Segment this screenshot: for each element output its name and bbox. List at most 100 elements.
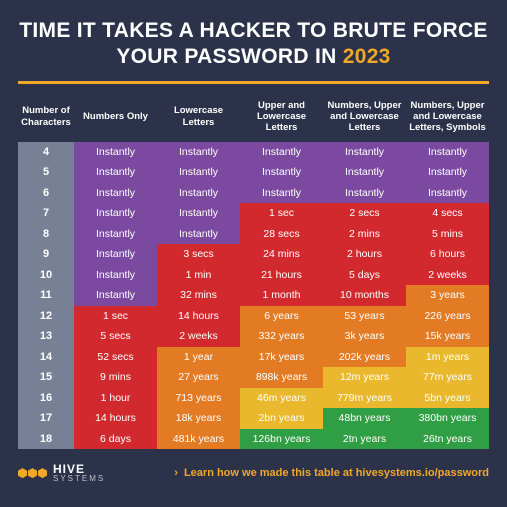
- infographic-card: TIME IT TAKES A HACKER TO BRUTE FORCE YO…: [0, 0, 507, 507]
- cell: 48bn years: [323, 408, 406, 429]
- cell: 18k years: [157, 408, 240, 429]
- hex-icon: [18, 468, 47, 478]
- table-row: 7InstantlyInstantly1 sec2 secs4 secs: [18, 203, 489, 224]
- cell: 52 secs: [74, 347, 157, 368]
- cell: 332 years: [240, 326, 323, 347]
- row-header: 7: [18, 203, 74, 224]
- col-header-5: Numbers, Upper and Lowercase Letters, Sy…: [406, 98, 489, 142]
- cell: Instantly: [157, 183, 240, 204]
- row-header: 13: [18, 326, 74, 347]
- row-header: 17: [18, 408, 74, 429]
- cell: 5bn years: [406, 388, 489, 409]
- cell: Instantly: [240, 183, 323, 204]
- table-row: 9Instantly3 secs24 mins2 hours6 hours: [18, 244, 489, 265]
- cell: Instantly: [323, 162, 406, 183]
- col-header-0: Number of Characters: [18, 98, 74, 142]
- cell: 24 mins: [240, 244, 323, 265]
- cell: Instantly: [406, 183, 489, 204]
- cell: Instantly: [323, 183, 406, 204]
- table-row: 1452 secs1 year17k years202k years1m yea…: [18, 347, 489, 368]
- cell: 14 hours: [74, 408, 157, 429]
- cell: 713 years: [157, 388, 240, 409]
- cell: 32 mins: [157, 285, 240, 306]
- cell: 2 hours: [323, 244, 406, 265]
- cell: 779m years: [323, 388, 406, 409]
- row-header: 14: [18, 347, 74, 368]
- table-row: 159 mins27 years898k years12m years77m y…: [18, 367, 489, 388]
- row-header: 15: [18, 367, 74, 388]
- cell: Instantly: [406, 162, 489, 183]
- table-row: 1714 hours18k years2bn years48bn years38…: [18, 408, 489, 429]
- row-header: 6: [18, 183, 74, 204]
- cell: 3k years: [323, 326, 406, 347]
- table-row: 5InstantlyInstantlyInstantlyInstantlyIns…: [18, 162, 489, 183]
- cell: Instantly: [74, 265, 157, 286]
- cell: 3 secs: [157, 244, 240, 265]
- row-header: 12: [18, 306, 74, 327]
- chevron-right-icon: ›: [174, 467, 178, 479]
- cell: 2 mins: [323, 224, 406, 245]
- cell: 202k years: [323, 347, 406, 368]
- table-row: 161 hour713 years46m years779m years5bn …: [18, 388, 489, 409]
- row-header: 16: [18, 388, 74, 409]
- page-title: TIME IT TAKES A HACKER TO BRUTE FORCE YO…: [18, 18, 489, 71]
- cell: 46m years: [240, 388, 323, 409]
- cell: Instantly: [157, 162, 240, 183]
- footer-cta[interactable]: › Learn how we made this table at hivesy…: [174, 467, 489, 479]
- table-row: 8InstantlyInstantly28 secs2 mins5 mins: [18, 224, 489, 245]
- cell: 126bn years: [240, 429, 323, 450]
- cell: 17k years: [240, 347, 323, 368]
- cell: 2tn years: [323, 429, 406, 450]
- cell: 380bn years: [406, 408, 489, 429]
- col-header-1: Numbers Only: [74, 98, 157, 142]
- table-row: 10Instantly1 min21 hours5 days2 weeks: [18, 265, 489, 286]
- cell: 2 weeks: [157, 326, 240, 347]
- cell: 5 secs: [74, 326, 157, 347]
- cell: 2bn years: [240, 408, 323, 429]
- cell: 3 years: [406, 285, 489, 306]
- cell: 1 hour: [74, 388, 157, 409]
- footer: HIVE SYSTEMS › Learn how we made this ta…: [18, 463, 489, 483]
- cell: 1 month: [240, 285, 323, 306]
- cell: Instantly: [323, 142, 406, 163]
- cell: 53 years: [323, 306, 406, 327]
- cell: Instantly: [157, 224, 240, 245]
- cell: 10 months: [323, 285, 406, 306]
- title-year: 2023: [343, 45, 391, 68]
- cell: Instantly: [157, 203, 240, 224]
- cell: 481k years: [157, 429, 240, 450]
- cta-text: Learn how we made this table at hivesyst…: [184, 467, 489, 479]
- cell: 77m years: [406, 367, 489, 388]
- row-header: 9: [18, 244, 74, 265]
- cell: Instantly: [74, 203, 157, 224]
- cell: 9 mins: [74, 367, 157, 388]
- hive-logo: HIVE SYSTEMS: [18, 463, 105, 483]
- row-header: 4: [18, 142, 74, 163]
- cell: 28 secs: [240, 224, 323, 245]
- title-text-1: TIME IT TAKES A HACKER TO BRUTE FORCE YO…: [19, 19, 487, 68]
- cell: Instantly: [406, 142, 489, 163]
- row-header: 18: [18, 429, 74, 450]
- table-row: 11Instantly32 mins1 month10 months3 year…: [18, 285, 489, 306]
- cell: 14 hours: [157, 306, 240, 327]
- cell: 226 years: [406, 306, 489, 327]
- col-header-4: Numbers, Upper and Lowercase Letters: [323, 98, 406, 142]
- title-underline: [18, 81, 489, 84]
- cell: 15k years: [406, 326, 489, 347]
- brute-force-table: Number of CharactersNumbers OnlyLowercas…: [18, 98, 489, 450]
- cell: 1m years: [406, 347, 489, 368]
- row-header: 11: [18, 285, 74, 306]
- cell: Instantly: [157, 142, 240, 163]
- cell: 27 years: [157, 367, 240, 388]
- cell: 5 mins: [406, 224, 489, 245]
- cell: 1 year: [157, 347, 240, 368]
- table-row: 121 sec14 hours6 years53 years226 years: [18, 306, 489, 327]
- cell: Instantly: [74, 162, 157, 183]
- cell: 26tn years: [406, 429, 489, 450]
- cell: 2 weeks: [406, 265, 489, 286]
- cell: 6 days: [74, 429, 157, 450]
- cell: Instantly: [74, 224, 157, 245]
- cell: Instantly: [240, 142, 323, 163]
- col-header-2: Lowercase Letters: [157, 98, 240, 142]
- cell: Instantly: [74, 244, 157, 265]
